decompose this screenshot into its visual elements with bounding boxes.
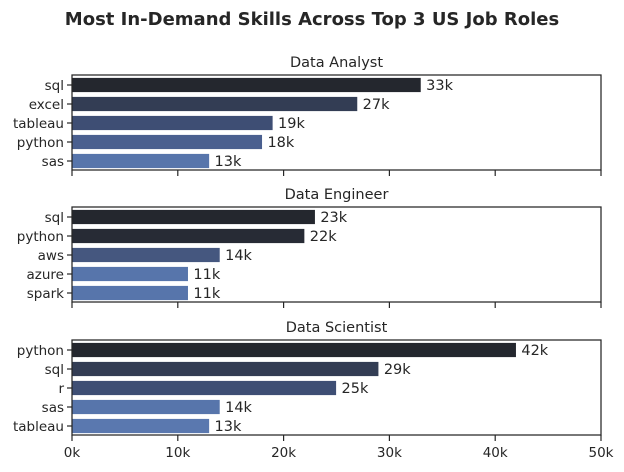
x-tick-label: 50k — [589, 445, 614, 461]
data-label: 11k — [193, 267, 220, 283]
data-label: 14k — [225, 400, 252, 416]
y-tick-label: sql — [45, 78, 64, 94]
y-tick-label: excel — [29, 97, 64, 113]
y-tick-label: python — [17, 229, 64, 245]
axes-frame — [71, 206, 602, 303]
y-tick-label: azure — [27, 267, 64, 283]
bar-sql — [71, 77, 422, 93]
data-label: 19k — [278, 116, 305, 132]
y-tick-label: sas — [42, 400, 64, 416]
data-label: 18k — [267, 135, 294, 151]
data-label: 14k — [225, 248, 252, 264]
bar-python — [71, 134, 263, 150]
x-tick-label: 40k — [483, 445, 508, 461]
y-tick-label: sql — [45, 210, 64, 226]
figure-title: Most In-Demand Skills Across Top 3 US Jo… — [65, 9, 559, 30]
y-tick-label: python — [17, 343, 64, 359]
bar-sas — [71, 153, 210, 169]
data-label: 27k — [363, 97, 390, 113]
panels: Data Analyst sql 33k excel 27k tableau 19k pyth… — [13, 55, 614, 461]
axes-frame — [71, 74, 602, 171]
y-tick-label: sas — [42, 154, 64, 170]
panel-title: Data Engineer — [285, 187, 389, 203]
bar-sql — [71, 361, 380, 377]
data-label: 25k — [342, 381, 369, 397]
axes-frame — [71, 339, 602, 436]
data-label: 33k — [426, 78, 453, 94]
y-tick-label: tableau — [13, 116, 64, 132]
bar-spark — [71, 285, 189, 301]
bar-sas — [71, 399, 221, 415]
x-tick-label: 30k — [377, 445, 402, 461]
y-tick-label: r — [58, 381, 64, 397]
x-tick-label: 20k — [271, 445, 296, 461]
y-tick-label: aws — [38, 248, 64, 264]
data-label: 11k — [193, 286, 220, 302]
x-tick-label: 0k — [64, 445, 81, 461]
bar-python — [71, 342, 517, 358]
data-label: 42k — [521, 343, 548, 359]
bar-azure — [71, 266, 189, 282]
bar-python — [71, 228, 306, 244]
data-label: 13k — [215, 419, 242, 435]
panel-title: Data Scientist — [286, 320, 388, 336]
bar-sql — [71, 209, 316, 225]
data-label: 29k — [384, 362, 411, 378]
bar-tableau — [71, 115, 274, 131]
y-tick-label: tableau — [13, 419, 64, 435]
data-label: 13k — [215, 154, 242, 170]
data-label: 22k — [310, 229, 337, 245]
y-tick-label: sql — [45, 362, 64, 378]
panel-1: Data Engineer sql 23k python 22k aws 14k azure 1… — [17, 187, 602, 308]
data-label: 23k — [320, 210, 347, 226]
bar-aws — [71, 247, 221, 263]
bar-excel — [71, 96, 359, 112]
y-tick-label: python — [17, 135, 64, 151]
panel-title: Data Analyst — [290, 55, 383, 71]
bar-tableau — [71, 418, 210, 434]
panel-2: Data Scientist python 42k sql 29k r 25k sas 14k t… — [13, 320, 614, 461]
x-tick-label: 10k — [165, 445, 190, 461]
panel-0: Data Analyst sql 33k excel 27k tableau 19k pyth… — [13, 55, 602, 176]
bar-r — [71, 380, 337, 396]
y-tick-label: spark — [27, 286, 64, 302]
